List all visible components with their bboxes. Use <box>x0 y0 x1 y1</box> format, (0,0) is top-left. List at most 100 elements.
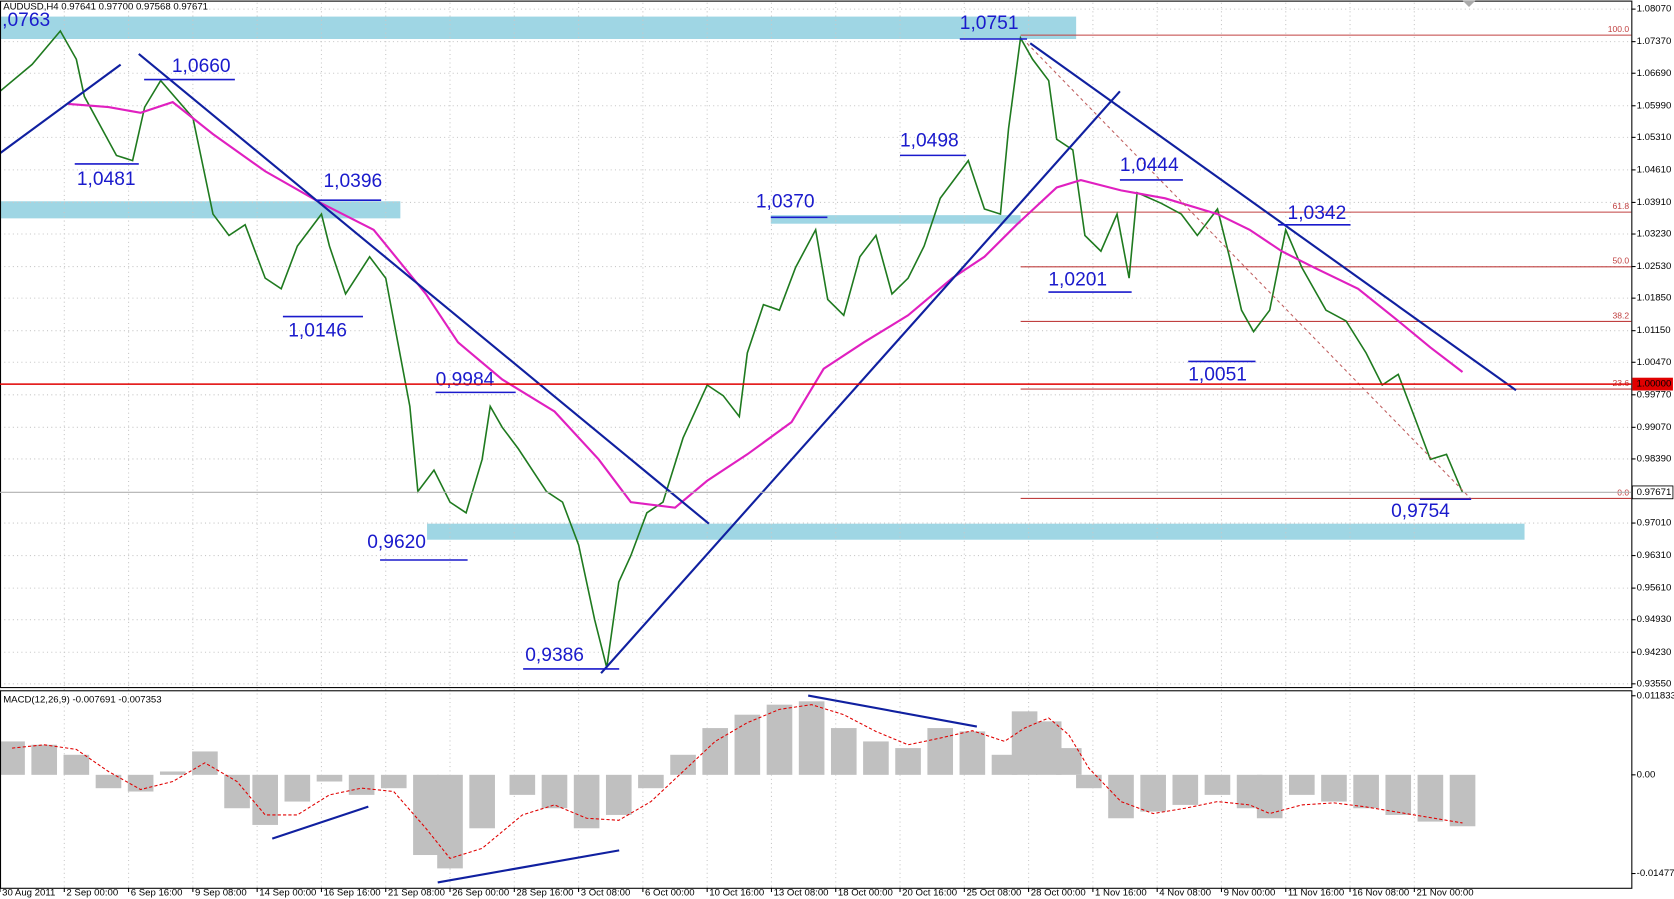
y-tick-label: 0.00 <box>1637 769 1656 780</box>
y-tick-label: 0.98390 <box>1637 453 1672 464</box>
y-tick-label: 1.03910 <box>1637 197 1672 208</box>
x-tick-label: 11 Nov 16:00 <box>1288 888 1344 899</box>
histogram-bar <box>895 748 921 775</box>
histogram-bar <box>127 774 154 792</box>
price-annotation: 1,0498 <box>900 131 959 152</box>
histogram-bar <box>605 774 632 815</box>
y-tick-label: 1.05990 <box>1637 100 1672 111</box>
y-tick-label: 0.94230 <box>1637 647 1672 658</box>
trend-line <box>1029 42 1517 392</box>
fib-label: 38.2 <box>1613 310 1630 320</box>
y-tick-label: 0.97010 <box>1637 518 1672 529</box>
zone <box>0 201 401 219</box>
x-tick-label: 28 Oct 00:00 <box>1031 888 1086 899</box>
current-price-box <box>1631 485 1674 500</box>
histogram-bar <box>1417 774 1444 822</box>
current-price-label: 0.97671 <box>1637 487 1672 498</box>
trend-line <box>138 53 710 525</box>
histogram-bar <box>469 774 495 829</box>
y-tick-label: 1.00470 <box>1637 357 1672 368</box>
zones <box>0 16 1525 540</box>
trend-line <box>600 90 1121 674</box>
price-annotation: 1,0146 <box>288 321 347 342</box>
trend-line <box>0 63 122 155</box>
x-tick-label: 2 Sep 00:00 <box>66 888 118 899</box>
reference-label: 1.00000 <box>1637 379 1672 390</box>
x-tick-label: 13 Oct 08:00 <box>774 888 829 899</box>
histogram-bar <box>1076 774 1102 789</box>
y-tick-label: 1.08070 <box>1637 4 1672 15</box>
frame <box>0 0 1633 889</box>
price-panel-border <box>0 0 1633 689</box>
histogram-bar <box>766 704 793 775</box>
histogram-bar <box>1108 774 1134 819</box>
histogram-bar <box>1055 748 1082 775</box>
zone <box>770 215 1021 224</box>
histogram-bar <box>159 771 186 775</box>
histogram-bar <box>1385 774 1412 815</box>
y-tick-label: 1.03230 <box>1637 229 1672 240</box>
histogram-bar <box>798 701 825 775</box>
price-annotation: 1,0201 <box>1048 269 1107 290</box>
histogram-bar <box>541 774 568 809</box>
y-tick-label: 0.95610 <box>1637 583 1672 594</box>
x-tick-label: 14 Sep 00:00 <box>259 888 316 899</box>
histogram-bar <box>31 744 58 775</box>
histogram-bar <box>252 774 278 825</box>
histogram-bar <box>437 774 463 869</box>
y-tick-label: 0.96310 <box>1637 550 1672 561</box>
price-annotation: 0,9620 <box>367 532 426 553</box>
price-line <box>0 29 1464 668</box>
x-tick-label: 18 Oct 00:00 <box>838 888 893 899</box>
macd-title: MACD(12,26,9) -0.007691 -0.007353 <box>3 694 161 705</box>
marks <box>0 29 1632 869</box>
histogram-bar <box>734 714 761 775</box>
zone <box>427 523 1525 540</box>
price-annotation: 0,9984 <box>436 370 495 391</box>
x-tick-label: 30 Aug 2011 <box>2 888 55 899</box>
zone <box>0 16 1077 40</box>
histogram-bar <box>1289 774 1315 795</box>
price-annotation: 1,0370 <box>756 191 815 212</box>
histogram-bar <box>863 741 889 775</box>
price-annotation: 0,9386 <box>525 645 584 666</box>
histogram-bar <box>1353 774 1379 809</box>
y-tick-label: 1.01850 <box>1637 293 1672 304</box>
fib-label: 50.0 <box>1613 256 1630 266</box>
chart-title: AUDUSD,H4 0.97641 0.97700 0.97568 0.9767… <box>3 2 208 13</box>
histogram-bar <box>927 728 954 775</box>
y-tick-label: 1.01150 <box>1637 325 1671 336</box>
histogram-bar <box>830 728 857 775</box>
price-annotation: 1,0751 <box>960 13 1019 34</box>
x-tick-label: 3 Oct 08:00 <box>581 888 631 899</box>
x-tick-label: 10 Oct 16:00 <box>709 888 764 899</box>
fib-label: 100.0 <box>1608 24 1630 34</box>
histogram-bar <box>0 741 25 775</box>
x-tick-label: 21 Nov 00:00 <box>1416 888 1473 899</box>
x-tick-label: 25 Oct 08:00 <box>966 888 1021 899</box>
y-tick-label: 1.05310 <box>1637 132 1672 143</box>
x-tick-label: 26 Sep 00:00 <box>452 888 509 899</box>
grid <box>0 2 1632 888</box>
y-tick-label: 1.06690 <box>1637 68 1672 79</box>
fib-label: 23.6 <box>1613 378 1630 388</box>
y-tick-label: -0.01477 <box>1637 868 1674 879</box>
histogram-bar <box>413 774 439 856</box>
y-tick-label: 1.07370 <box>1637 36 1672 47</box>
histogram-bar <box>573 774 600 829</box>
divergence-line <box>807 694 978 728</box>
divergence-line <box>271 805 369 840</box>
histogram-bar <box>316 774 343 782</box>
x-tick-label: 6 Oct 00:00 <box>645 888 695 899</box>
x-tick-label: 9 Nov 00:00 <box>1224 888 1276 899</box>
histogram-bar <box>638 774 664 789</box>
histogram-bar <box>1256 774 1283 819</box>
histogram-bar <box>348 774 375 795</box>
x-tick-label: 21 Sep 08:00 <box>388 888 445 899</box>
histogram-bar <box>1172 774 1199 805</box>
fib-label: 61.8 <box>1613 201 1630 211</box>
price-annotation: 1,0342 <box>1288 203 1347 224</box>
x-tick-label: 16 Nov 08:00 <box>1352 888 1409 899</box>
